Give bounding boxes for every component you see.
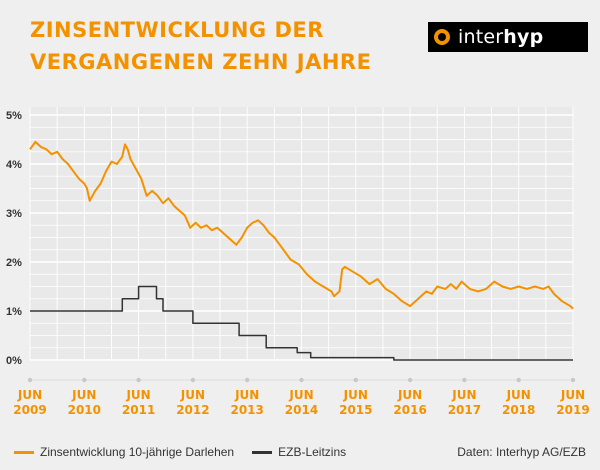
series-line-mortgage [29, 140, 574, 310]
x-tick-mark [27, 377, 33, 383]
chart-title: ZINSENTWICKLUNG DER VERGANGENEN ZEHN JAH… [30, 14, 371, 78]
x-tick-label-year: 2014 [285, 403, 318, 417]
legend-swatch-mortgage [14, 450, 34, 454]
x-tick-label-year: 2015 [339, 403, 372, 417]
y-tick-label: 0% [6, 355, 22, 367]
x-tick-mark [353, 377, 358, 383]
y-tick-label: 3% [6, 208, 22, 220]
chart-title-line-1: ZINSENTWICKLUNG DER [30, 18, 324, 42]
legend-item-mortgage: Zinsentwicklung 10-jährige Darlehen [14, 445, 234, 459]
y-tick-label: 5% [6, 110, 22, 122]
x-tick-label-year: 2016 [393, 403, 426, 417]
legend: Zinsentwicklung 10-jährige Darlehen EZB-… [14, 445, 364, 459]
legend-label-ecb: EZB-Leitzins [278, 445, 347, 459]
chart-title-line-2: VERGANGENEN ZEHN JAHRE [30, 50, 372, 74]
legend-item-ecb: EZB-Leitzins [252, 445, 346, 459]
y-tick-label: 2% [6, 257, 22, 269]
series-line-ecb [30, 285, 573, 361]
legend-label-mortgage: Zinsentwicklung 10-jährige Darlehen [40, 445, 235, 459]
x-tick-label-month: JUN [71, 388, 96, 402]
x-tick-label-year: 2009 [13, 403, 46, 417]
x-tick-mark [407, 377, 413, 383]
x-tick-mark [299, 377, 304, 383]
x-tick-label-month: JUN [288, 388, 313, 402]
x-tick-label-month: JUN [17, 388, 42, 402]
x-tick-label-month: JUN [451, 388, 476, 402]
x-tick-label-year: 2010 [68, 403, 101, 417]
x-tick-label-year: 2017 [448, 403, 481, 417]
x-tick-mark [245, 377, 250, 383]
x-tick-mark [516, 377, 521, 383]
x-tick-label-month: JUN [560, 388, 585, 402]
x-tick-label-year: 2012 [176, 403, 209, 417]
x-tick-label-year: 2019 [556, 403, 589, 417]
x-tick-label-month: JUN [397, 388, 422, 402]
data-source: Daten: Interhyp AG/EZB [457, 445, 586, 459]
x-tick-label-month: JUN [234, 388, 259, 402]
logo-text: interhyp [458, 26, 544, 48]
logo-ring-icon [434, 29, 450, 45]
x-tick-mark [136, 377, 141, 383]
x-tick-label-month: JUN [343, 388, 368, 402]
y-tick-label: 1% [6, 306, 22, 318]
x-tick-mark [570, 377, 576, 383]
x-tick-label-year: 2011 [122, 403, 155, 417]
x-tick-label-month: JUN [506, 388, 531, 402]
interhyp-logo: interhyp [428, 22, 588, 52]
y-tick-label: 4% [6, 159, 22, 171]
x-tick-mark [82, 377, 87, 383]
x-tick-label-month: JUN [125, 388, 150, 402]
x-tick-label-year: 2018 [502, 403, 535, 417]
x-tick-label-year: 2013 [230, 403, 263, 417]
x-tick-label-month: JUN [180, 388, 205, 402]
x-tick-mark [462, 377, 467, 383]
legend-swatch-ecb [252, 450, 273, 454]
x-tick-mark [190, 377, 196, 383]
